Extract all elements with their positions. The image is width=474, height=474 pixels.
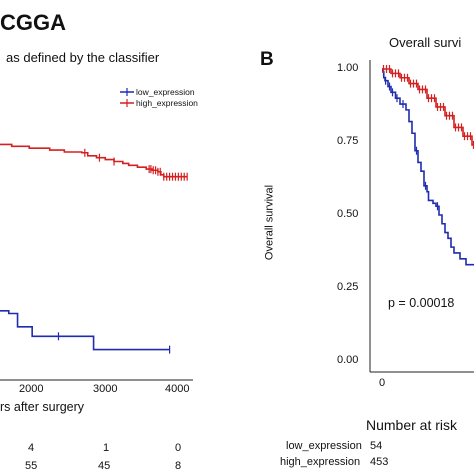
panel-a-xtick-1: 3000 (93, 383, 118, 395)
panel-b-risk-low-value: 54 (370, 440, 383, 452)
panel-a-title: CGGA (0, 10, 66, 35)
panel-a-risk-low-1: 1 (103, 442, 110, 454)
panel-b-ytick-2: 0.50 (337, 208, 359, 220)
panel-b-ytick-4: 1.00 (337, 62, 359, 74)
panel-b-axes (369, 60, 474, 373)
panel-a-risk-high-2: 8 (175, 460, 182, 472)
panel-b-curve-high_expression (382, 68, 474, 146)
legend-keys (120, 88, 134, 107)
panel-b-risk-low-label: low_expression (286, 440, 362, 452)
panel-b-label: B (260, 49, 274, 70)
panel-a-xtick-0: 2000 (19, 383, 44, 395)
panel-b-ytick-0: 0.00 (337, 354, 359, 366)
panel-b-title: Overall survi (389, 35, 462, 50)
panel-a-xlabel: rs after surgery (0, 400, 85, 414)
panel-a-curve-low_expression (0, 310, 170, 351)
panel-b-risk-title: Number at risk (366, 417, 458, 433)
panel-a-risk-low-0: 4 (28, 442, 35, 454)
panel-a-risk-low-2: 0 (175, 442, 182, 454)
panel-b-pvalue: p = 0.00018 (388, 296, 455, 310)
panel-a-curve-high_expression (0, 143, 188, 178)
panel-a-subtitle: as defined by the classifier (6, 50, 160, 65)
panel-b-ytick-1: 0.25 (337, 281, 359, 293)
legend-high-label: high_expression (136, 98, 198, 108)
legend-low-label: low_expression (136, 87, 195, 97)
panel-b-ylabel: Overall survival (263, 184, 276, 261)
panel-b-xtick-0: 0 (379, 377, 386, 389)
panel-a-risk-high-1: 45 (98, 460, 111, 472)
panel-a-risk-high-0: 55 (25, 460, 38, 472)
panel-b-ytick-3: 0.75 (337, 135, 359, 147)
panel-b-risk-high-value: 453 (370, 456, 389, 468)
panel-a-xtick-2: 4000 (165, 383, 190, 395)
panel-b-curve-low_expression (382, 68, 474, 266)
panel-b-risk-high-label: high_expression (280, 456, 361, 468)
